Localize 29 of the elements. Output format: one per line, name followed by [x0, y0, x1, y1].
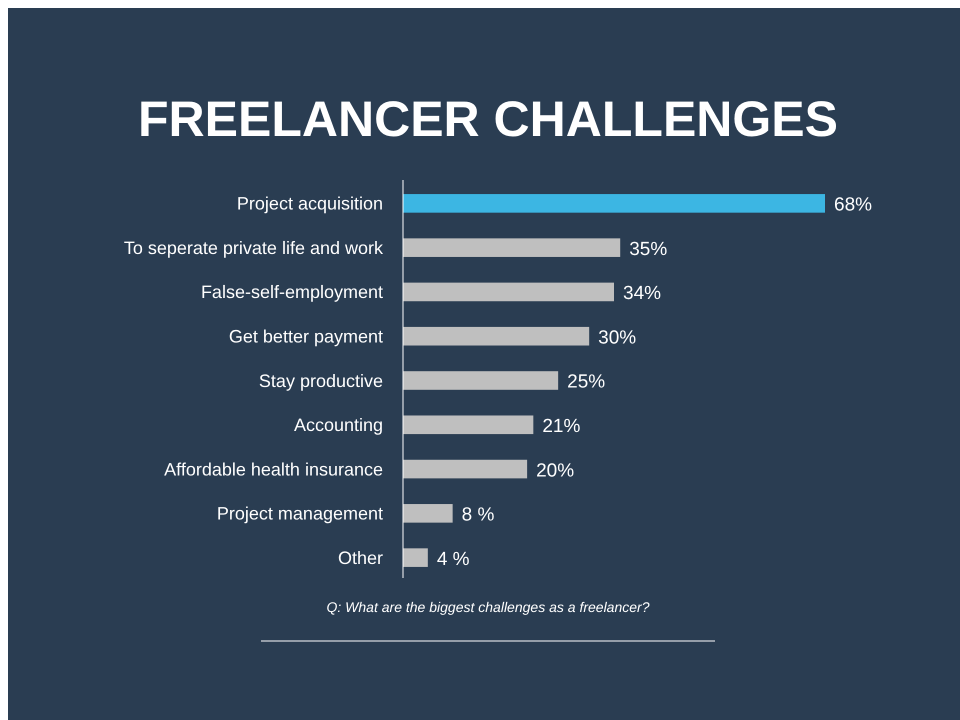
data-label: 4 % [436, 548, 470, 570]
bar [403, 194, 825, 213]
y-tick-label: To seperate private life and work [124, 238, 384, 258]
data-label: 35% [629, 238, 668, 260]
y-tick-label: Stay productive [258, 370, 383, 391]
y-tick-label: Affordable health insurance [164, 459, 383, 480]
data-label: 34% [623, 283, 662, 304]
bar [403, 282, 614, 302]
data-label: 20% [536, 460, 574, 482]
y-tick-label: Other [338, 548, 383, 568]
data-label: 8 % [462, 504, 494, 526]
y-tick-label: Project acquisition [236, 194, 383, 214]
bar [403, 504, 453, 523]
bar [403, 415, 534, 434]
data-label: 30% [598, 327, 636, 348]
data-label: 25% [567, 372, 606, 393]
data-label: 21% [542, 416, 580, 438]
bar [403, 371, 558, 390]
y-tick-label: Project management [216, 504, 383, 524]
chart-title: FREELANCER CHALLENGES [138, 91, 838, 147]
text: Q: What are the biggest challenges as a freelancer? [326, 599, 650, 615]
bar [403, 548, 428, 567]
y-tick-label: Accounting [294, 415, 383, 436]
y-tick-label: False-self-employment [200, 282, 383, 302]
y-tick-label: Get better payment [228, 326, 383, 347]
bar [403, 238, 620, 257]
bar [403, 326, 590, 346]
data-label: 68% [834, 194, 872, 216]
bar [403, 460, 528, 478]
